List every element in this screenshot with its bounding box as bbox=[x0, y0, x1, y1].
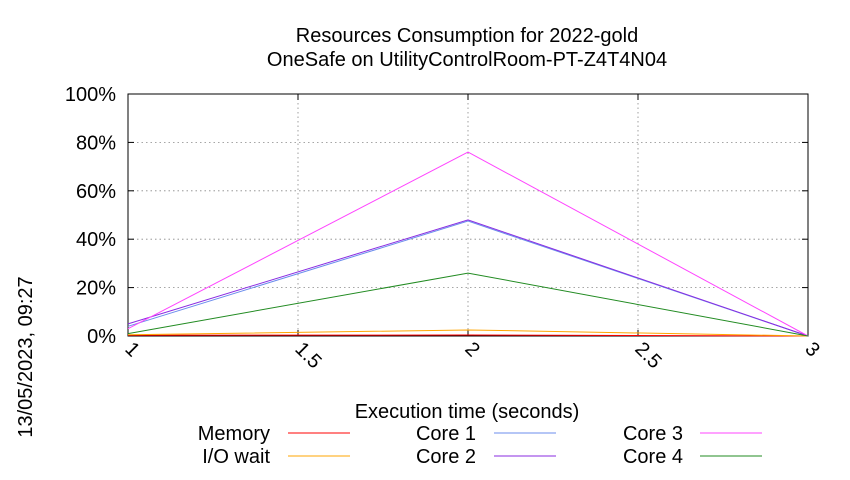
legend-label: Core 2 bbox=[416, 446, 476, 468]
series-line-core-4 bbox=[127, 272, 809, 337]
legend-label: I/O wait bbox=[202, 446, 270, 468]
y-tick-label: 60% bbox=[76, 181, 116, 203]
y-tick-label: 100% bbox=[65, 84, 116, 106]
legend-label: Core 1 bbox=[416, 423, 476, 445]
x-tick-label: 2 bbox=[460, 338, 483, 361]
series-line-core-3 bbox=[127, 151, 809, 337]
chart-subtitle: OneSafe on UtilityControlRoom-PT-Z4T4N04 bbox=[267, 49, 667, 71]
x-axis-label: Execution time (seconds) bbox=[355, 401, 580, 423]
chart-title: Resources Consumption for 2022-gold bbox=[296, 25, 638, 47]
series-layer bbox=[127, 151, 809, 337]
legend-label: Core 3 bbox=[623, 423, 683, 445]
x-tick-label: 1 bbox=[120, 338, 143, 361]
x-tick-label: 2.5 bbox=[630, 338, 665, 373]
grid-layer bbox=[128, 94, 808, 336]
y-tick-label: 20% bbox=[76, 278, 116, 300]
legend-label: Memory bbox=[198, 423, 270, 445]
x-tick-label: 3 bbox=[800, 338, 823, 361]
x-tick-label: 1.5 bbox=[290, 338, 325, 373]
side-timestamp-label: 13/05/2023, 09:27 bbox=[15, 276, 37, 437]
series-line-i-o-wait bbox=[127, 329, 809, 337]
legend-label: Core 4 bbox=[623, 446, 683, 468]
y-tick-label: 80% bbox=[76, 132, 116, 154]
series-line-memory bbox=[127, 334, 809, 337]
series-line-core-2 bbox=[127, 219, 809, 337]
y-tick-label: 40% bbox=[76, 229, 116, 251]
y-tick-label: 0% bbox=[87, 326, 116, 348]
